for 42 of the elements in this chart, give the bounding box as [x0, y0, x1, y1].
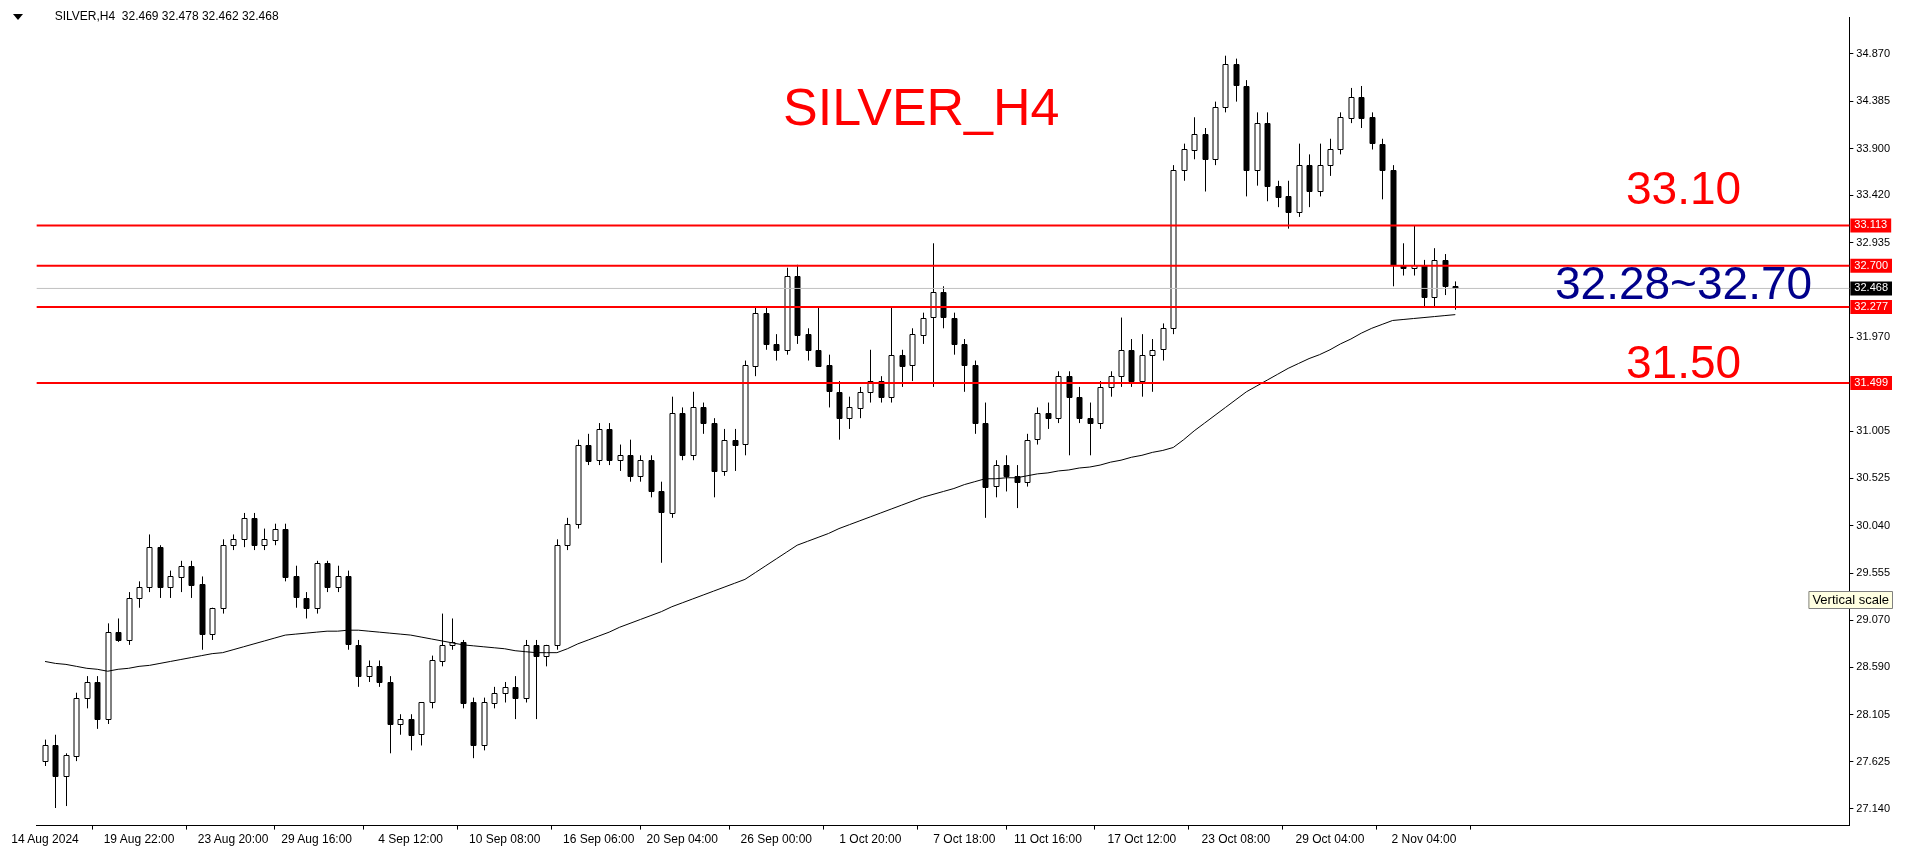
y-tick-label: 31.970 — [1856, 330, 1891, 343]
ref-line-label: 33.113 — [1854, 218, 1888, 231]
text: Vertical scale — [1812, 591, 1889, 607]
y-tick-label: 34.385 — [1856, 94, 1891, 107]
y-tick-label: 28.590 — [1856, 660, 1891, 673]
x-tick-label: 20 Sep 04:00 — [646, 832, 719, 847]
y-tick-label: 29.070 — [1856, 613, 1891, 626]
x-tick-label: 23 Oct 08:00 — [1201, 832, 1271, 847]
x-tick-label: 23 Aug 20:00 — [197, 832, 269, 847]
x-tick-label: 14 Aug 2024 — [11, 832, 80, 847]
ref-line-label: 31.499 — [1854, 376, 1889, 389]
y-tick-label: 28.105 — [1856, 707, 1891, 720]
text: 31.50 — [1625, 335, 1742, 388]
x-tick-label: 17 Oct 12:00 — [1107, 832, 1177, 847]
chart-subtitle: SILVER,H4 32.469 32.478 32.462 32.468 — [54, 9, 279, 24]
ref-line-label: 32.468 — [1854, 281, 1889, 294]
x-tick-label: 19 Aug 22:00 — [103, 832, 175, 847]
y-tick-label: 34.870 — [1856, 46, 1891, 59]
x-tick-label: 10 Sep 08:00 — [468, 832, 541, 847]
y-tick-label: 27.140 — [1856, 802, 1891, 815]
ref-line-label: 32.700 — [1854, 258, 1889, 271]
y-tick-label: 30.040 — [1856, 518, 1891, 531]
x-tick-label: 29 Aug 16:00 — [281, 832, 353, 847]
y-tick-label: 31.005 — [1856, 424, 1891, 437]
text: 32.28~32.70 — [1555, 256, 1813, 309]
text: SILVER_H4 — [783, 78, 1060, 137]
x-tick-label: 7 Oct 18:00 — [933, 832, 996, 847]
ref-line-label: 32.277 — [1854, 300, 1889, 313]
x-tick-label: 2 Nov 04:00 — [1391, 832, 1457, 847]
y-tick-label: 32.935 — [1856, 235, 1891, 248]
x-tick-label: 29 Oct 04:00 — [1295, 832, 1365, 847]
x-tick-label: 1 Oct 20:00 — [839, 832, 902, 847]
x-tick-label: 11 Oct 16:00 — [1013, 832, 1083, 847]
x-tick-label: 4 Sep 12:00 — [378, 832, 444, 847]
y-tick-label: 33.900 — [1856, 141, 1891, 154]
y-tick-label: 30.525 — [1856, 471, 1891, 484]
y-tick-label: 27.625 — [1856, 754, 1891, 767]
x-tick-label: 26 Sep 00:00 — [740, 832, 813, 847]
x-tick-label: 16 Sep 06:00 — [562, 832, 635, 847]
y-tick-label: 29.555 — [1856, 566, 1891, 579]
y-tick-label: 33.420 — [1856, 188, 1891, 201]
text: 33.10 — [1625, 161, 1742, 214]
